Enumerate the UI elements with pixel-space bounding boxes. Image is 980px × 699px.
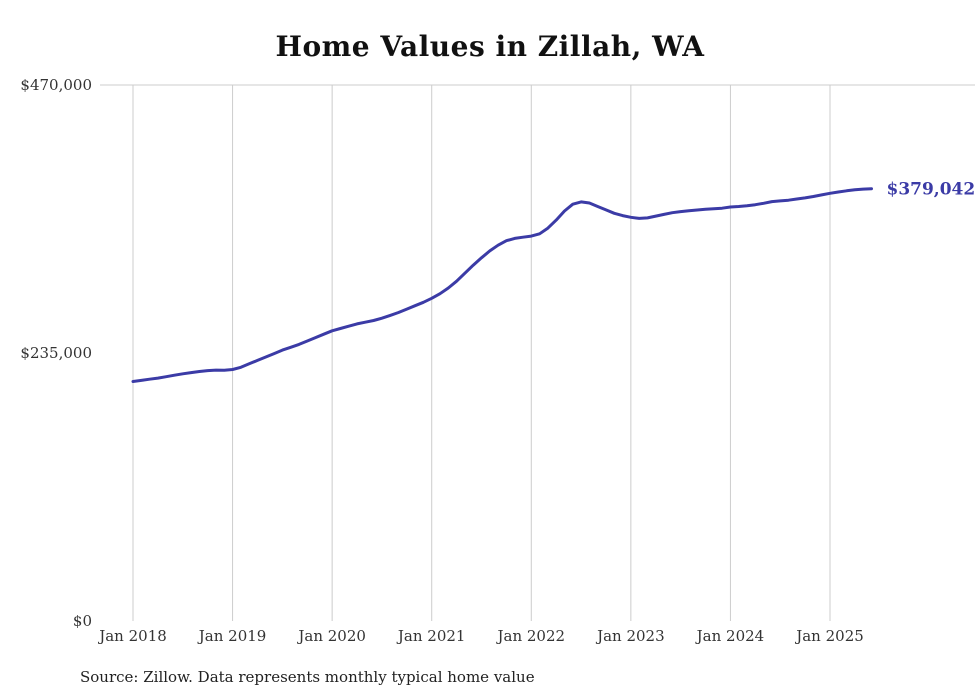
y-tick-label: $235,000 <box>20 344 92 362</box>
x-tick-label: Jan 2024 <box>695 627 765 645</box>
source-note: Source: Zillow. Data represents monthly … <box>80 668 535 686</box>
current-value-annotation: $379,042 <box>886 180 975 200</box>
y-tick-label: $0 <box>73 612 92 630</box>
x-tick-label: Jan 2021 <box>396 627 466 645</box>
y-tick-label: $470,000 <box>20 76 92 94</box>
x-tick-label: Jan 2020 <box>296 627 366 645</box>
x-tick-label: Jan 2019 <box>197 627 267 645</box>
home-value-line <box>131 187 873 383</box>
x-tick-label: Jan 2025 <box>794 627 864 645</box>
x-tick-label: Jan 2022 <box>496 627 566 645</box>
chart-title: Home Values in Zillah, WA <box>275 30 705 63</box>
x-tick-label: Jan 2018 <box>97 627 167 645</box>
x-tick-label: Jan 2023 <box>595 627 665 645</box>
